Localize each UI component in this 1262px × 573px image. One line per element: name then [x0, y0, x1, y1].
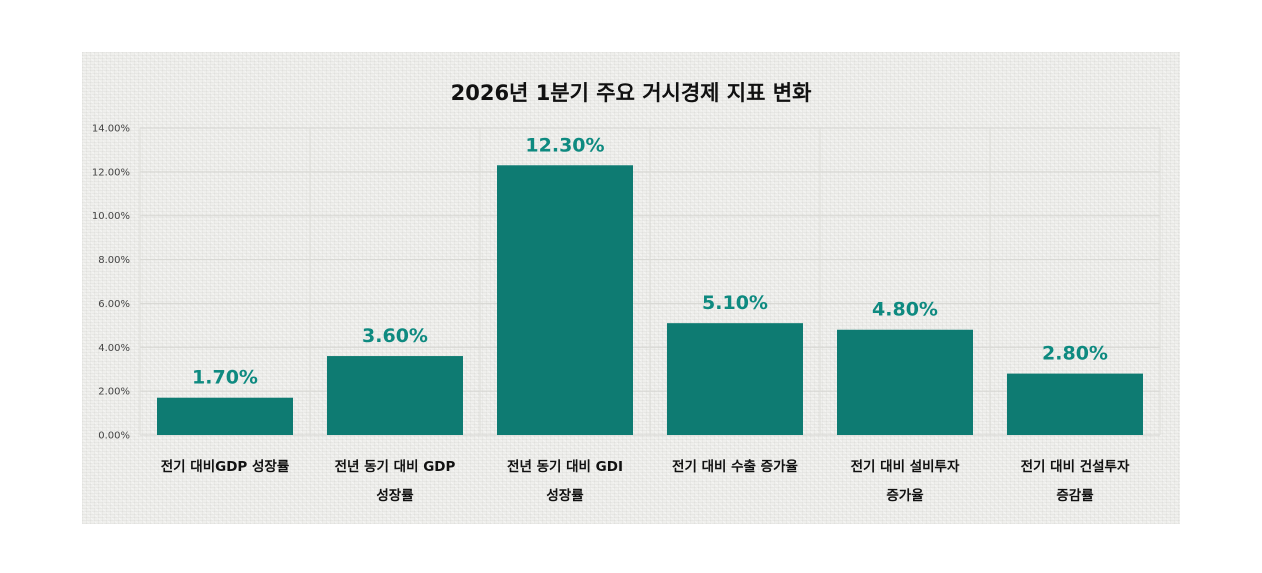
bars	[157, 165, 1143, 435]
bar-chart: 2026년 1분기 주요 거시경제 지표 변화 0.00% 2.00% 4.00% 6…	[92, 81, 1161, 504]
bar	[667, 323, 803, 435]
category-label: 전기 대비 건설투자	[1021, 458, 1130, 475]
category-label: 전기 대비 설비투자	[851, 458, 960, 475]
chart-title: 2026년 1분기 주요 거시경제 지표 변화	[451, 81, 812, 105]
data-label: 2.80%	[1042, 343, 1108, 365]
bar	[327, 356, 463, 435]
y-tick-label: 6.00%	[98, 299, 130, 310]
gridlines	[139, 127, 1161, 436]
data-label: 3.60%	[362, 325, 428, 347]
category-label: 전기 대비 수출 증가율	[672, 458, 798, 475]
y-tick-label: 0.00%	[98, 431, 130, 442]
data-labels: 1.70% 3.60% 12.30% 5.10% 4.80% 2.80%	[192, 134, 1108, 388]
category-labels: 전기 대비GDP 성장률 전년 동기 대비 GDP 성장률 전년 동기 대비 GDI 성…	[161, 458, 1130, 504]
y-tick-label: 2.00%	[98, 387, 130, 398]
y-tick-label: 12.00%	[92, 167, 130, 178]
category-label: 증가율	[886, 487, 923, 504]
data-label: 12.30%	[525, 134, 604, 156]
y-tick-label: 10.00%	[92, 211, 130, 222]
chart-panel: 2026년 1분기 주요 거시경제 지표 변화 0.00% 2.00% 4.00% 6…	[82, 52, 1180, 524]
data-label: 5.10%	[702, 292, 768, 314]
data-label: 1.70%	[192, 367, 258, 389]
category-label: 전년 동기 대비 GDI	[507, 458, 623, 475]
category-label: 전년 동기 대비 GDP	[335, 458, 456, 475]
y-tick-label: 8.00%	[98, 255, 130, 266]
category-label: 성장률	[546, 487, 584, 504]
y-tick-label: 14.00%	[92, 124, 130, 135]
bar	[497, 165, 633, 435]
category-label: 증감률	[1056, 487, 1094, 504]
category-label: 전기 대비GDP 성장률	[161, 458, 290, 475]
bar	[157, 397, 293, 435]
bar	[1007, 373, 1143, 435]
y-axis-ticks: 0.00% 2.00% 4.00% 6.00% 8.00% 10.00% 12.00% 14.…	[92, 124, 130, 442]
category-label: 성장률	[376, 487, 414, 504]
data-label: 4.80%	[872, 299, 938, 321]
y-tick-label: 4.00%	[98, 343, 130, 354]
bar	[837, 329, 973, 435]
